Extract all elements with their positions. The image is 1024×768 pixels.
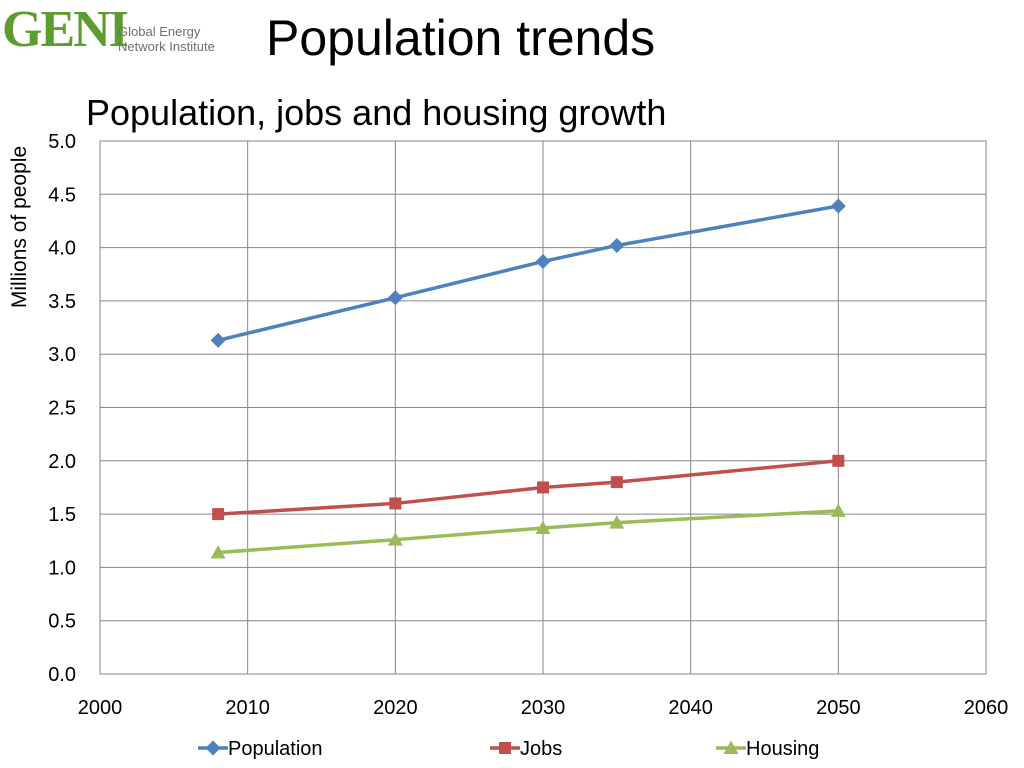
jobs-point [610, 476, 623, 489]
series-jobs [212, 454, 845, 521]
population-point [609, 237, 625, 253]
y-tick-label: 3.5 [48, 291, 76, 313]
legend-swatch-marker [499, 742, 511, 754]
legend-item-housing: Housing [716, 738, 819, 760]
y-tick-label: 2.5 [48, 398, 76, 420]
y-tick-label: 4.5 [48, 184, 76, 206]
population-point [830, 198, 846, 214]
y-tick-labels: 0.0 0.5 1.0 1.5 2.0 2.5 3.0 3.5 4.0 4.5 5.0 [48, 131, 76, 686]
legend: Population Jobs Housing [198, 738, 819, 760]
y-tick-label: 3.0 [48, 344, 76, 366]
y-axis-label: Millions of people [8, 146, 31, 308]
population-point [535, 253, 551, 269]
logo-text-line-2: Network Institute [118, 39, 215, 54]
x-tick-label: 2020 [373, 697, 418, 719]
y-tick-label: 2.0 [48, 451, 76, 473]
series-housing [210, 503, 846, 559]
housing-point [535, 520, 551, 534]
x-tick-label: 2000 [78, 697, 123, 719]
series-layer [210, 198, 846, 559]
jobs-point [537, 481, 549, 494]
housing-point [210, 544, 226, 559]
population-point [210, 332, 226, 348]
x-tick-label: 2010 [225, 697, 270, 719]
jobs-point [389, 497, 402, 510]
population-point [387, 290, 403, 306]
housing-point [830, 503, 846, 517]
logo-mark: GENI [2, 1, 129, 58]
housing-point [387, 532, 403, 546]
jobs-point [212, 508, 225, 521]
grid [99, 140, 987, 675]
y-tick-label: 0.5 [48, 611, 76, 633]
legend-label: Population [228, 738, 323, 760]
legend-swatch-marker [723, 740, 739, 754]
y-tick-label: 1.5 [48, 504, 76, 526]
y-tick-label: 4.0 [48, 238, 76, 260]
logo-text-line-1: Global Energy [118, 24, 201, 39]
population-line [217, 204, 839, 343]
x-tick-label: 2060 [964, 697, 1009, 719]
x-tick-label: 2050 [816, 697, 861, 719]
x-tick-label: 2030 [521, 697, 566, 719]
geni-logo: GENI Global Energy Network Institute [2, 4, 242, 60]
slide-title: Population trends [266, 10, 656, 66]
series-population [210, 198, 846, 348]
y-tick-label: 5.0 [48, 131, 76, 153]
legend-label: Housing [746, 738, 819, 760]
jobs-point [832, 454, 845, 467]
x-tick-label: 2040 [668, 697, 713, 719]
legend-swatch-marker [205, 740, 221, 756]
chart-title: Population, jobs and housing growth [86, 92, 666, 133]
x-tick-labels: 2000 2010 2020 2030 2040 2050 2060 [78, 697, 1009, 719]
housing-point [609, 515, 625, 529]
legend-label: Jobs [520, 738, 562, 760]
legend-item-population: Population [198, 738, 323, 760]
y-tick-label: 0.0 [48, 664, 76, 686]
jobs-line [218, 459, 839, 516]
y-tick-label: 1.0 [48, 557, 76, 579]
housing-line [218, 509, 839, 555]
legend-item-jobs: Jobs [490, 738, 562, 760]
